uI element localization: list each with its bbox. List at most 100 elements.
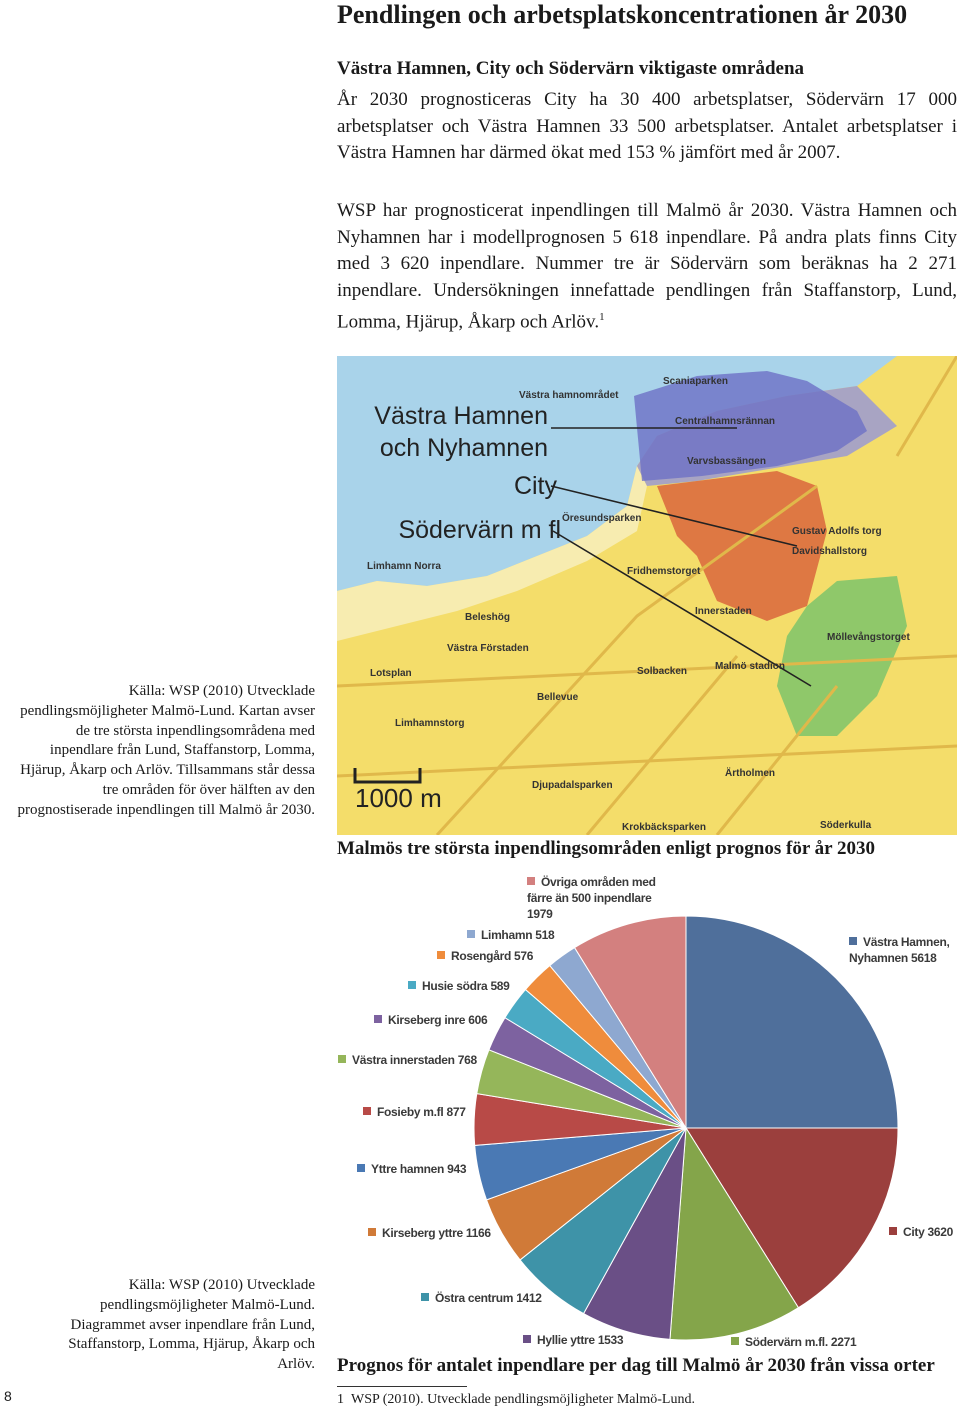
legend-entry: City 3620 [889,1224,960,1240]
legend-value: 589 [490,979,510,993]
legend-value: 877 [446,1105,466,1119]
place-label: Lotsplan [370,668,412,679]
legend-entry: Yttre hamnen 943 [357,1161,507,1177]
legend-swatch [357,1164,365,1172]
legend-label: Hyllie yttre [537,1333,595,1347]
place-label: Gustav Adolfs torg [792,526,882,537]
legend-value: 1533 [597,1333,624,1347]
legend-value: 2271 [830,1335,857,1349]
place-label: Limhamn Norra [367,561,441,572]
pie-slice [685,915,899,1129]
legend-label: Kirseberg inre [388,1013,466,1027]
chart-source: Källa: WSP (2010) Utvecklade pendlingsmö… [68,1277,315,1373]
pie-chart [473,915,899,1341]
legend-swatch [408,981,416,989]
legend-label: Fosieby m.fl [377,1105,444,1119]
legend-value: 3620 [927,1225,954,1239]
water [337,356,897,591]
section-heading: Västra Hamnen, City och Södervärn viktig… [337,58,805,79]
map-source: Källa: WSP (2010) Utvecklade pendlingsmö… [17,683,315,818]
place-label: Innerstaden [695,606,752,617]
map-caption: Malmös tre största inpendlingsområden en… [337,838,875,859]
footnote-number: 1 [337,1392,344,1407]
coast [337,466,647,641]
page-title: Pendlingen och arbetsplatskoncentratione… [337,0,908,29]
paragraph-text: WSP har prognosticerat inpendlingen till… [337,200,957,333]
legend-entry: Rosengård 576 [437,948,587,964]
map-graphic [337,356,957,835]
place-label: Ärtholmen [725,768,775,779]
footnote-ref: 1 [599,311,605,323]
area-label: Västra Hamnen och Nyhamnen [374,402,548,462]
place-label: Limhamnstorg [395,718,465,729]
legend-value: 1979 [527,907,553,921]
footnote-text: WSP (2010). Utvecklade pendlingsmöjlighe… [351,1392,695,1407]
place-label: Beleshög [465,612,511,623]
legend-value: 5618 [911,951,937,965]
legend-value: 1166 [465,1226,491,1240]
zone-sodervarn [777,576,907,736]
streets [337,356,957,835]
place-label: Djupadalsparken [532,780,613,791]
area-label: Södervärn m fl [398,516,561,544]
place-label: Solbacken [637,666,688,677]
legend-swatch [889,1227,897,1235]
footnote: 1 WSP (2010). Utvecklade pendlingsmöjlig… [337,1392,695,1408]
legend-entry: Kirseberg yttre 1166 [368,1225,528,1241]
place-label: Öresundsparken [562,513,642,524]
paragraph: WSP har prognosticerat inpendlingen till… [337,198,957,336]
legend-label: City [903,1225,925,1239]
legend-entry: Fosieby m.fl 877 [363,1104,513,1120]
leader-lines [550,427,812,687]
legend-value: 518 [535,928,555,942]
legend-swatch [523,1335,531,1343]
legend-label: Västra innerstaden [352,1053,455,1067]
legend-label: Limhamn [481,928,533,942]
footnote-rule [337,1386,467,1387]
legend-label: Östra centrum [435,1291,514,1305]
pie-slice [573,915,687,1130]
legend-entry: Västra Hamnen, Nyhamnen 5618 [849,934,960,966]
pie-slice [685,1127,899,1309]
legend-label: Kirseberg yttre [382,1226,463,1240]
legend-entry: Limhamn 518 [467,927,617,943]
legend-swatch [437,951,445,959]
place-label: Centralhamnsrännan [675,416,776,427]
legend-entry: Kirseberg inre 606 [374,1012,524,1028]
page-number: 8 [4,1388,12,1404]
legend-value: 606 [468,1013,488,1027]
paragraph: År 2030 prognosticeras City ha 30 400 ar… [337,89,957,163]
legend-value: 943 [447,1162,467,1176]
legend-swatch [421,1293,429,1301]
place-label: Davidshallstorg [792,546,868,557]
zone-vastra-hamnen [634,371,867,481]
legend-entry: Husie södra 589 [408,978,558,994]
legend-entry: Västra innerstaden 768 [338,1052,508,1068]
legend-entry: Övriga områden med färre än 500 inpendla… [527,874,677,922]
place-label: Scaniaparken [663,376,729,387]
place-label: Västra hamnområdet [519,390,619,401]
legend-swatch [338,1055,346,1063]
legend-value: 768 [457,1053,477,1067]
legend-value: 1412 [516,1291,542,1305]
chart-caption: Prognos för antalet inpendlare per dag t… [337,1355,935,1376]
scale-label: 1000 m [355,783,442,813]
legend-swatch [527,877,535,885]
place-label: Västra Förstaden [447,643,529,654]
legend-swatch [363,1107,371,1115]
place-label: Varvsbassängen [687,456,766,467]
legend-label: Yttre hamnen [371,1162,445,1176]
legend-swatch [731,1337,739,1345]
place-label: Möllevångstorget [827,632,910,643]
legend-swatch [467,930,475,938]
legend-swatch [368,1228,376,1236]
legend-label: Rosengård [451,949,511,963]
place-label: Fridhemstorget [627,566,701,577]
map: Västra Hamnen och Nyhamnen City Södervärn … [337,356,957,835]
legend-swatch [849,937,857,945]
legend-entry: Södervärn m.fl. 2271 [731,1334,891,1350]
legend-entry: Östra centrum 1412 [421,1290,581,1306]
legend-label: Övriga områden med färre än 500 inpendla… [527,875,656,905]
area-label: City [513,472,557,500]
